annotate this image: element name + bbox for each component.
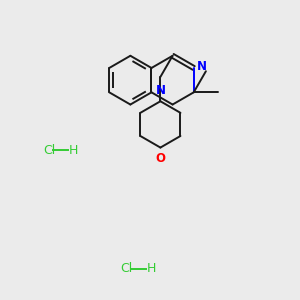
Text: O: O — [155, 152, 165, 165]
Text: N: N — [155, 84, 165, 97]
Text: Cl: Cl — [120, 262, 133, 275]
Text: Cl: Cl — [43, 143, 55, 157]
Text: H: H — [69, 143, 79, 157]
Text: N: N — [197, 60, 207, 73]
Text: H: H — [146, 262, 156, 275]
